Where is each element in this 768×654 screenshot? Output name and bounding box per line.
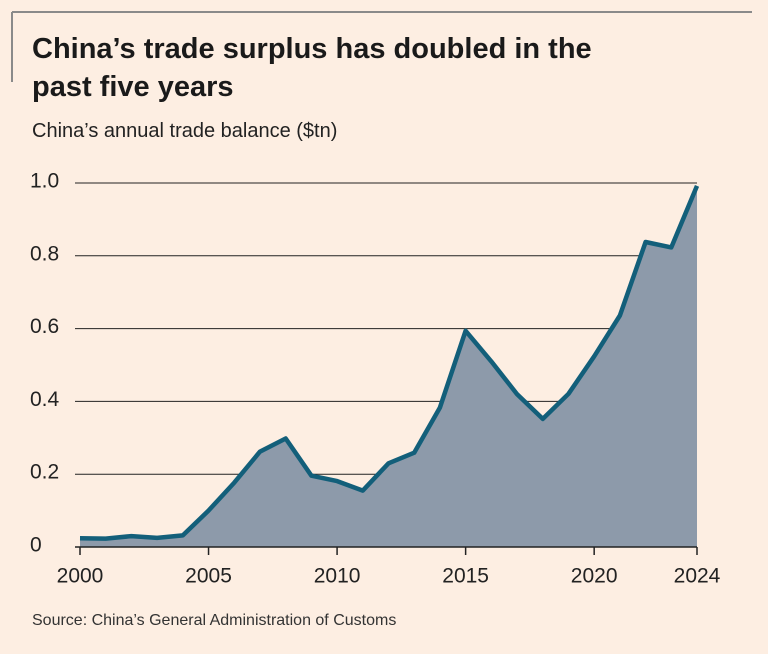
y-tick-label: 0.4 xyxy=(30,388,60,411)
x-tick-label: 2015 xyxy=(442,565,489,588)
y-tick-label: 0 xyxy=(30,534,42,557)
source-note: Source: China’s General Administration o… xyxy=(32,612,397,629)
area-fill xyxy=(80,185,697,547)
y-tick-label: 1.0 xyxy=(30,170,59,193)
x-tick-label: 2010 xyxy=(314,565,361,588)
y-tick-label: 0.8 xyxy=(30,242,59,265)
chart-title: China’s trade surplus has doubled in the… xyxy=(32,33,592,103)
y-tick-label: 0.6 xyxy=(30,315,59,338)
x-tick-label: 2000 xyxy=(57,565,104,588)
x-tick-label: 2005 xyxy=(185,565,232,588)
line xyxy=(79,185,700,541)
chart-subtitle: China’s annual trade balance ($tn) xyxy=(32,120,338,142)
y-tick-label: 0.2 xyxy=(30,461,59,484)
x-tick-label: 2024 xyxy=(674,565,721,588)
x-tick-label: 2020 xyxy=(571,565,618,588)
